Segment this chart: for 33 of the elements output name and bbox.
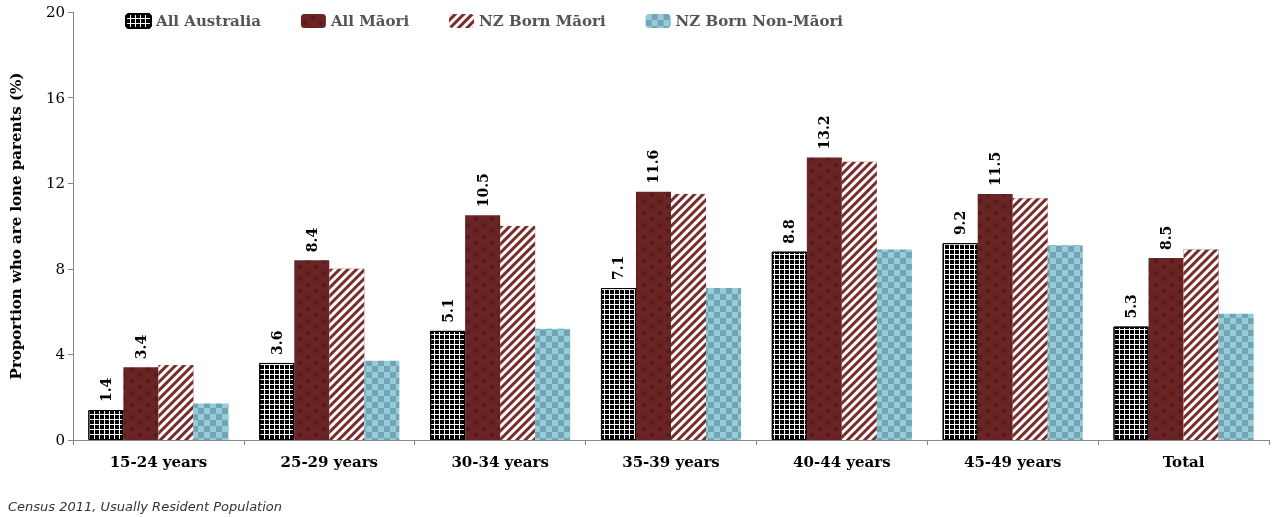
x-tick-label: 35-39 years bbox=[622, 452, 720, 471]
y-tick-label: 12 bbox=[45, 174, 65, 193]
data-label: 8.5 bbox=[1158, 225, 1175, 251]
x-tick-label: 45-49 years bbox=[963, 452, 1062, 471]
data-label: 8.8 bbox=[781, 219, 798, 244]
data-label: 13.2 bbox=[816, 115, 833, 150]
data-label: 5.1 bbox=[439, 298, 456, 323]
text: Census 2011, Usually Resident Population bbox=[8, 499, 283, 514]
data-label: 9.2 bbox=[952, 210, 969, 236]
data-label: 11.5 bbox=[987, 151, 1004, 186]
data-label: 5.3 bbox=[1123, 294, 1140, 319]
data-label: 8.4 bbox=[303, 227, 320, 253]
x-tick-label: Total bbox=[1162, 452, 1205, 471]
y-tick-label: 20 bbox=[45, 3, 65, 21]
data-label: 7.1 bbox=[610, 255, 627, 281]
legend-label: All Australia bbox=[155, 12, 262, 30]
y-tick-label: 0 bbox=[55, 431, 65, 449]
x-tick-label: 40-44 years bbox=[793, 452, 891, 471]
y-tick-label: 16 bbox=[45, 88, 65, 107]
legend-label: NZ Born Māori bbox=[479, 12, 606, 30]
data-label: 10.5 bbox=[474, 173, 491, 208]
x-tick-label: 15-24 years bbox=[109, 452, 208, 471]
y-axis-title: Proportion who are lone parents (%) bbox=[6, 72, 25, 380]
data-label: 3.4 bbox=[132, 334, 149, 360]
x-tick-label: 25-29 years bbox=[280, 452, 379, 471]
legend-label: NZ Born Non-Māori bbox=[675, 12, 844, 30]
y-tick-label: 4 bbox=[55, 345, 65, 364]
y-tick-label: 8 bbox=[55, 259, 65, 278]
data-label: 3.6 bbox=[268, 330, 285, 355]
legend-label: All Māori bbox=[329, 12, 410, 30]
data-label: 1.4 bbox=[97, 377, 114, 403]
x-tick-label: 30-34 years bbox=[451, 452, 549, 471]
data-label: 11.6 bbox=[645, 149, 662, 184]
